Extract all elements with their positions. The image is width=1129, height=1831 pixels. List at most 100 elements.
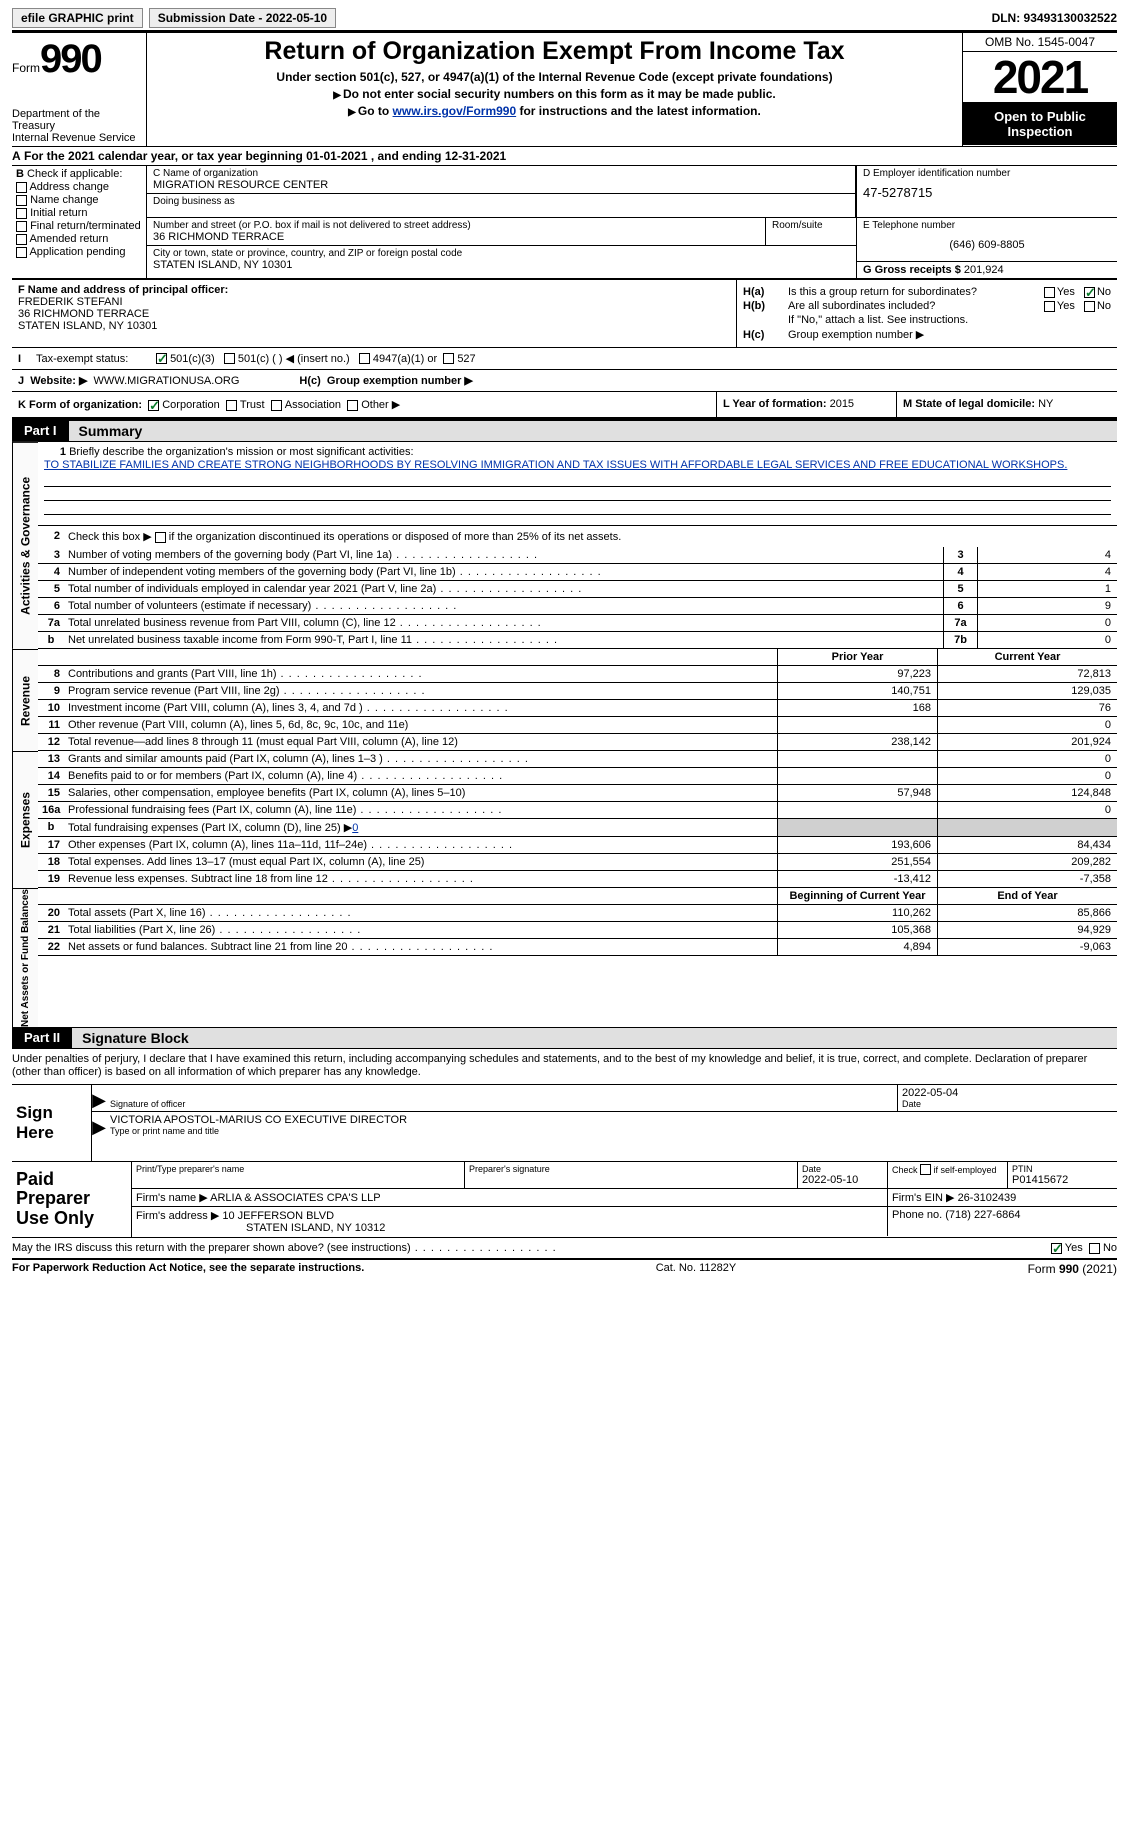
chk-association[interactable]: [271, 400, 282, 411]
dept-label: Department of theTreasuryInternal Revenu…: [12, 108, 142, 144]
vtab-expenses: Expenses: [12, 751, 38, 888]
officer-name: FREDERIK STEFANI: [18, 296, 730, 308]
website-value: WWW.MIGRATIONUSA.ORG: [94, 375, 240, 387]
line-1-mission: 1 Briefly describe the organization's mi…: [38, 442, 1117, 526]
vtab-revenue: Revenue: [12, 649, 38, 751]
vtab-activities: Activities & Governance: [12, 442, 38, 649]
chk-trust[interactable]: [226, 400, 237, 411]
part-ii-tab: Part II: [12, 1028, 72, 1048]
part-i-header: Part I Summary: [12, 420, 1117, 442]
row-i-tax-status: I Tax-exempt status: 501(c)(3) 501(c) ( …: [12, 348, 1117, 370]
open-public-label: Open to Public Inspection: [963, 103, 1117, 145]
room-suite-box: Room/suite: [766, 218, 856, 245]
note-website: Go to www.irs.gov/Form990 for instructio…: [153, 104, 956, 118]
perjury-declaration: Under penalties of perjury, I declare th…: [12, 1049, 1117, 1084]
section-expenses: Expenses 13Grants and similar amounts pa…: [12, 751, 1117, 888]
k-box: K Form of organization: Corporation Trus…: [12, 392, 717, 417]
chk-501c3[interactable]: [156, 353, 167, 364]
footer-row: For Paperwork Reduction Act Notice, see …: [12, 1260, 1117, 1278]
part-i-title: Summary: [69, 421, 1117, 441]
col-cde: C Name of organization MIGRATION RESOURC…: [147, 166, 1117, 278]
efile-print-button[interactable]: efile GRAPHIC print: [12, 8, 143, 28]
ein-value: 47-5278715: [863, 185, 1111, 200]
part-ii-title: Signature Block: [72, 1028, 1117, 1048]
ha-no[interactable]: [1084, 287, 1095, 298]
discuss-yes[interactable]: [1051, 1243, 1062, 1254]
line-a: A For the 2021 calendar year, or tax yea…: [12, 147, 1117, 166]
irs-link[interactable]: www.irs.gov/Form990: [393, 104, 517, 118]
discuss-row: May the IRS discuss this return with the…: [12, 1238, 1117, 1260]
org-name-box: C Name of organization MIGRATION RESOURC…: [147, 166, 856, 193]
dba-label: Doing business as: [153, 196, 849, 207]
gross-receipts-value: 201,924: [964, 264, 1004, 276]
dln-label: DLN: 93493130032522: [992, 11, 1117, 25]
l-box: L Year of formation: 2015: [717, 392, 897, 417]
mission-text: TO STABILIZE FAMILIES AND CREATE STRONG …: [44, 458, 1111, 473]
org-name-label: C Name of organization: [153, 168, 849, 179]
top-bar: efile GRAPHIC print Submission Date - 20…: [12, 8, 1117, 33]
box-bcde: B Check if applicable: Address change Na…: [12, 166, 1117, 279]
telephone-box: E Telephone number (646) 609-8805: [857, 218, 1117, 262]
note-ssn: Do not enter social security numbers on …: [153, 87, 956, 101]
v7b: 0: [977, 632, 1117, 648]
firm-name: ARLIA & ASSOCIATES CPA'S LLP: [210, 1192, 380, 1204]
principal-officer-box: F Name and address of principal officer:…: [12, 280, 737, 347]
hb-yes[interactable]: [1044, 301, 1055, 312]
city-box: City or town, state or province, country…: [147, 246, 856, 273]
m-box: M State of legal domicile: NY: [897, 392, 1117, 417]
chk-self-employed[interactable]: [920, 1164, 931, 1175]
section-revenue: Revenue Prior YearCurrent Year 8Contribu…: [12, 649, 1117, 751]
h-box: H(a) Is this a group return for subordin…: [737, 280, 1117, 347]
chk-amended-return[interactable]: [16, 234, 27, 245]
col-b: B Check if applicable: Address change Na…: [12, 166, 147, 278]
hc-inline: H(c) Group exemption number ▶: [299, 374, 473, 387]
header-right: OMB No. 1545-0047 2021 Open to Public In…: [962, 33, 1117, 146]
v3: 4: [977, 547, 1117, 563]
chk-other[interactable]: [347, 400, 358, 411]
tax-year: 2021: [963, 52, 1117, 103]
header-left: Form990 Department of theTreasuryInterna…: [12, 33, 147, 146]
chk-application-pending[interactable]: [16, 247, 27, 258]
chk-discontinued[interactable]: [155, 532, 166, 543]
row-addr: Number and street (or P.O. box if mail i…: [147, 218, 1117, 278]
chk-corporation[interactable]: [148, 400, 159, 411]
paperwork-notice: For Paperwork Reduction Act Notice, see …: [12, 1262, 364, 1276]
section-net-assets: Net Assets or Fund Balances Beginning of…: [12, 888, 1117, 1027]
form-990-page: efile GRAPHIC print Submission Date - 20…: [0, 0, 1129, 1282]
ha-yes[interactable]: [1044, 287, 1055, 298]
discuss-no[interactable]: [1089, 1243, 1100, 1254]
v7a: 0: [977, 615, 1117, 631]
paid-preparer-block: Paid Preparer Use Only Print/Type prepar…: [12, 1162, 1117, 1238]
part-i-tab: Part I: [12, 421, 69, 441]
form-subtitle: Under section 501(c), 527, or 4947(a)(1)…: [153, 70, 956, 84]
hb-no[interactable]: [1084, 301, 1095, 312]
chk-address-change[interactable]: [16, 182, 27, 193]
v5: 1: [977, 581, 1117, 597]
vtab-net-assets: Net Assets or Fund Balances: [12, 888, 38, 1027]
v6: 9: [977, 598, 1117, 614]
section-activities: Activities & Governance 1 Briefly descri…: [12, 442, 1117, 649]
row-fh: F Name and address of principal officer:…: [12, 279, 1117, 348]
chk-527[interactable]: [443, 353, 454, 364]
dba-box: Doing business as: [147, 193, 856, 217]
row-name-ein: C Name of organization MIGRATION RESOURC…: [147, 166, 1117, 218]
header-mid: Return of Organization Exempt From Incom…: [147, 33, 962, 146]
street-value: 36 RICHMOND TERRACE: [153, 231, 759, 243]
form-title: Return of Organization Exempt From Incom…: [153, 37, 956, 66]
submission-date-button[interactable]: Submission Date - 2022-05-10: [149, 8, 336, 28]
firm-address-1: 10 JEFFERSON BLVD: [222, 1210, 334, 1222]
chk-final-return[interactable]: [16, 221, 27, 232]
v4: 4: [977, 564, 1117, 580]
officer-street: 36 RICHMOND TERRACE: [18, 308, 730, 320]
city-value: STATEN ISLAND, NY 10301: [153, 259, 850, 271]
chk-initial-return[interactable]: [16, 208, 27, 219]
cat-number: Cat. No. 11282Y: [364, 1262, 1027, 1276]
row-klm: K Form of organization: Corporation Trus…: [12, 392, 1117, 420]
form-header: Form990 Department of theTreasuryInterna…: [12, 33, 1117, 147]
gross-receipts-box: G Gross receipts $ 201,924: [857, 262, 1117, 278]
chk-501c[interactable]: [224, 353, 235, 364]
addr-right: E Telephone number (646) 609-8805 G Gros…: [857, 218, 1117, 278]
form-number: 990: [40, 37, 101, 81]
chk-name-change[interactable]: [16, 195, 27, 206]
chk-4947[interactable]: [359, 353, 370, 364]
